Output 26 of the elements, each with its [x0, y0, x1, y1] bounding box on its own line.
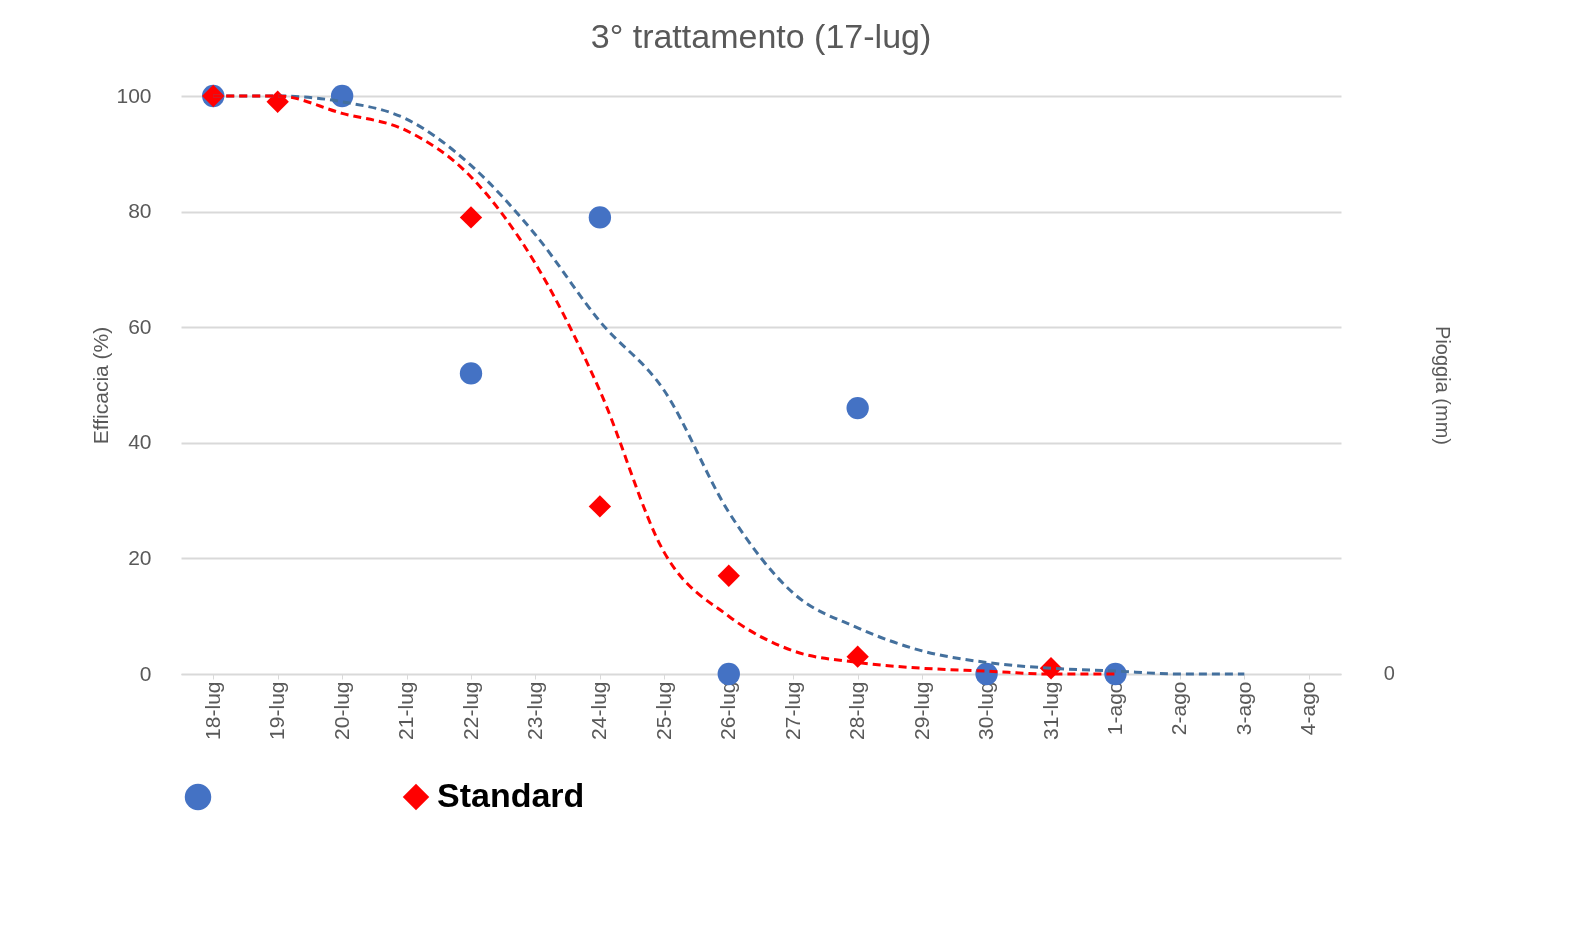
x-tick-label: 18-lug: [200, 681, 224, 740]
y-tick-label: 40: [128, 430, 152, 454]
x-tick-label: 27-lug: [780, 681, 804, 740]
x-tick-label: 28-lug: [845, 681, 869, 740]
x-tick-label: 29-lug: [909, 681, 933, 740]
x-tick-label: 3-ago: [1231, 681, 1255, 736]
x-tick-label: 24-lug: [587, 681, 611, 740]
y-tick-label: 0: [139, 661, 152, 685]
legend-label: Standard: [437, 776, 585, 814]
x-tick-label: 31-lug: [1038, 681, 1062, 740]
y-tick-label: 60: [128, 314, 152, 338]
x-tick-label: 23-lug: [522, 681, 546, 740]
x-tick-label: 21-lug: [394, 681, 418, 740]
x-tick-label: 19-lug: [265, 681, 289, 740]
y-tick-label: 20: [128, 545, 152, 569]
x-tick-label: 22-lug: [458, 681, 482, 740]
y-axis-title: Efficacia (%): [89, 326, 113, 445]
y-tick-label: 100: [116, 83, 152, 107]
x-tick-label: 4-ago: [1296, 681, 1320, 736]
x-tick-label: 25-lug: [651, 681, 675, 740]
x-tick-label: 20-lug: [329, 681, 353, 740]
y2-axis-title: Pioggia (mm): [1431, 326, 1454, 445]
chart-title: 3° trattamento (17-lug): [590, 16, 932, 55]
text: 0: [1383, 662, 1395, 684]
x-tick-label: 2-ago: [1167, 681, 1191, 736]
y-tick-label: 80: [128, 199, 152, 223]
